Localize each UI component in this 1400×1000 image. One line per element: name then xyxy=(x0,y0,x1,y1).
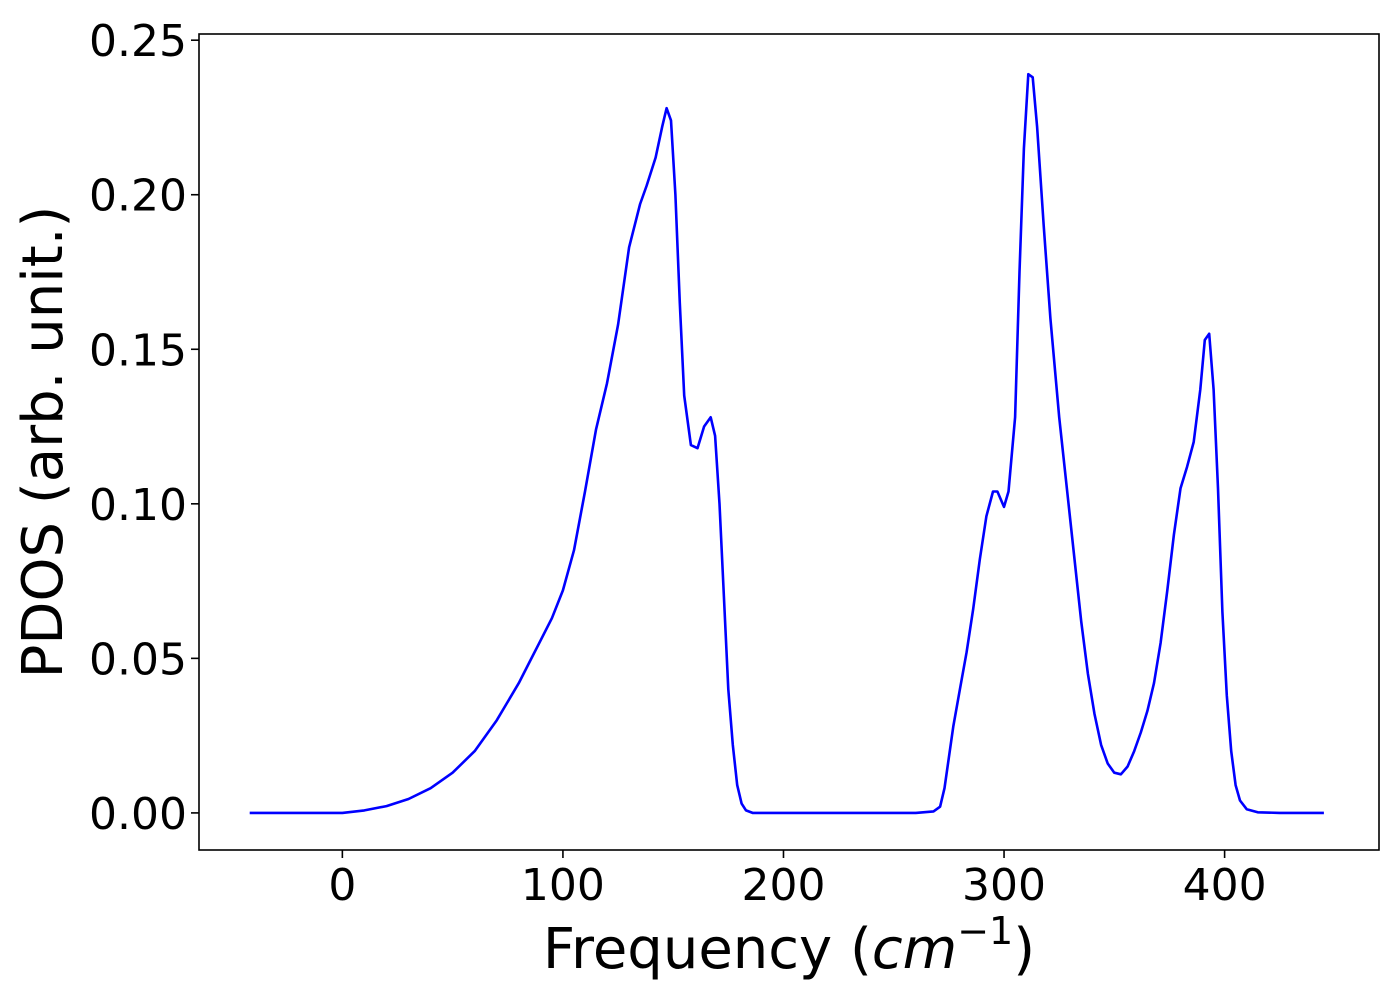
y-tick-label: 0.10 xyxy=(89,480,187,531)
series-line xyxy=(249,72,1324,815)
x-tick-label: 200 xyxy=(741,860,825,911)
x-tick-label: 300 xyxy=(962,860,1046,911)
x-tick-labels: 0 100 200 300 400 xyxy=(328,860,1266,911)
y-tick-labels: 0.00 0.05 0.10 0.15 0.20 0.25 xyxy=(89,16,187,840)
plot-area xyxy=(198,33,1380,851)
series-lines xyxy=(249,72,1324,815)
y-tick-label: 0.25 xyxy=(89,16,187,67)
tick-marks xyxy=(191,39,1226,858)
y-tick-label: 0.05 xyxy=(89,634,187,685)
x-tick-label: 0 xyxy=(328,860,356,911)
x-tick-label: 400 xyxy=(1183,860,1267,911)
y-axis-label: PDOS (arb. unit.) xyxy=(11,206,76,679)
y-tick-label: 0.20 xyxy=(89,171,187,222)
x-axis-label: Frequency (cm−1) xyxy=(543,909,1035,982)
y-tick-label: 0.15 xyxy=(89,325,187,376)
x-tick-label: 100 xyxy=(521,860,605,911)
y-tick-label: 0.00 xyxy=(89,789,187,840)
